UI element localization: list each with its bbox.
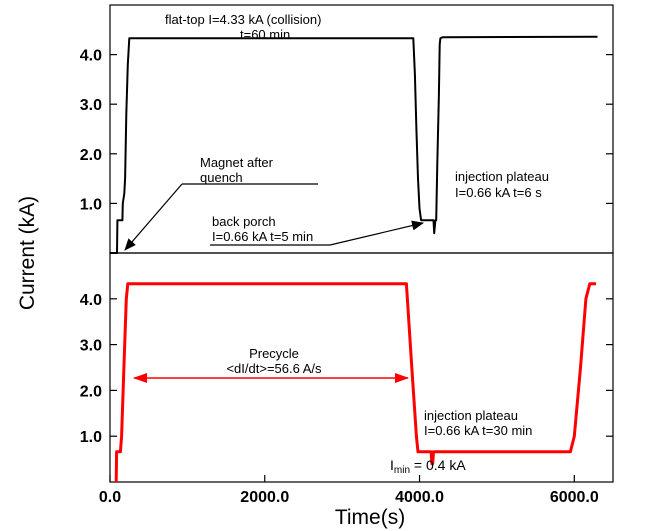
imin-subscript: min: [394, 465, 410, 476]
precycle-rate-label: <dI/dt>=56.6 A/s: [226, 361, 322, 376]
x-tick-label: 0.0: [99, 489, 121, 506]
y-tick-label: 3.0: [80, 338, 102, 355]
bottom-injection-plateau-label: injection plateau: [424, 408, 518, 423]
quench-label-line2: quench: [200, 170, 243, 185]
quench-arrow-diagonal: [124, 183, 183, 251]
imin-value: = 0.4 kA: [410, 457, 466, 473]
precycle-label: Precycle: [249, 346, 299, 361]
y-tick-label: 1.0: [80, 196, 102, 213]
bottom-panel-series: [114, 282, 596, 483]
bottom-current-series-line: [114, 282, 596, 483]
top-injection-plateau-label: injection plateau: [455, 169, 549, 184]
y-tick-label: 4.0: [80, 292, 102, 309]
bottom-panel-ticks: 4.0 3.0 2.0 1.0 0.0 2000.0 4000.0 6000.0: [80, 292, 613, 506]
y-tick-label: 3.0: [80, 97, 102, 114]
y-tick-label: 2.0: [80, 383, 102, 400]
bottom-injection-plateau-value-label: I=0.66 kA t=30 min: [424, 423, 532, 438]
quench-label-line1: Magnet after: [200, 155, 274, 170]
back-porch-arrow-diagonal: [329, 220, 424, 246]
bottom-panel-frame: [109, 252, 614, 483]
back-porch-value-label: I=0.66 kA t=5 min: [212, 229, 313, 244]
y-tick-label: 2.0: [80, 147, 102, 164]
top-current-series-line: [110, 35, 598, 254]
y-tick-label: 4.0: [80, 48, 102, 65]
top-panel-frame: [109, 4, 614, 254]
flat-top-time-label: t=60 min: [240, 27, 290, 42]
back-porch-label: back porch: [212, 214, 276, 229]
imin-symbol: I: [390, 457, 394, 473]
x-tick-label: 2000.0: [240, 489, 289, 506]
top-panel-ticks: 4.0 3.0 2.0 1.0: [80, 48, 613, 213]
flat-top-label: flat-top I=4.33 kA (collision): [165, 12, 321, 27]
top-panel-series: [110, 35, 598, 254]
top-injection-plateau-value-label: I=0.66 kA t=6 s: [455, 185, 542, 200]
y-tick-label: 1.0: [80, 429, 102, 446]
x-axis-title: Time(s): [335, 506, 405, 529]
x-tick-label: 6000.0: [550, 489, 599, 506]
y-axis-title: Current (kA): [16, 196, 39, 310]
imin-label: Imin = 0.4 kA: [390, 457, 466, 476]
x-tick-label: 4000.0: [395, 489, 444, 506]
